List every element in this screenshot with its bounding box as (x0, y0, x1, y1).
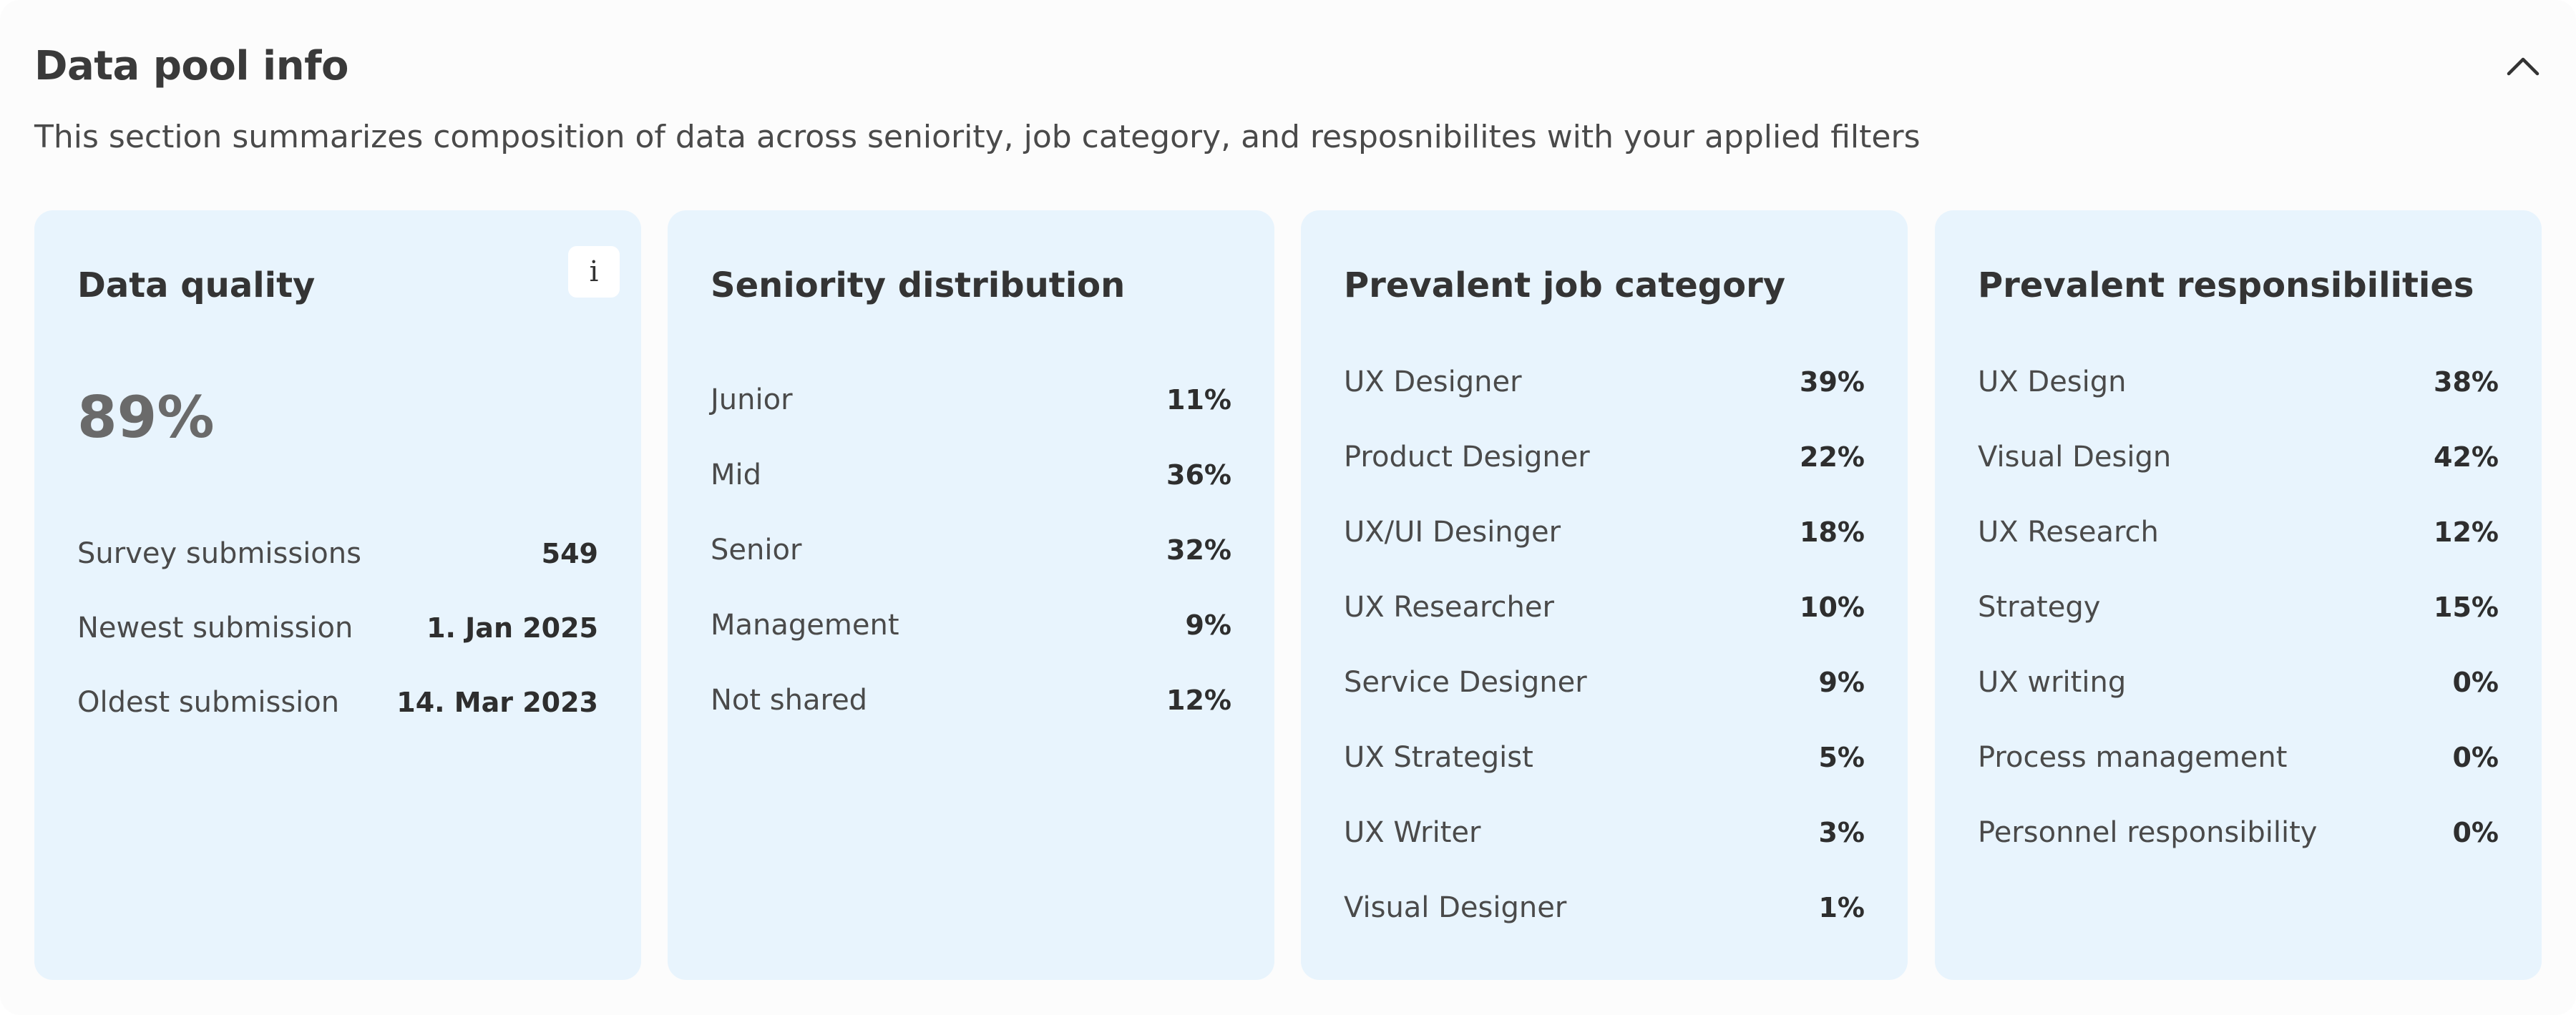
list-item: UX Research 12% (1978, 511, 2499, 554)
item-value: 10% (1800, 592, 1865, 623)
item-label: UX/UI Desinger (1344, 516, 1561, 549)
item-value: 22% (1800, 441, 1865, 473)
stat-value: 1. Jan 2025 (426, 612, 598, 644)
item-label: Senior (711, 534, 802, 567)
item-label: UX Research (1978, 516, 2159, 549)
item-label: UX Strategist (1344, 741, 1533, 774)
item-value: 32% (1166, 534, 1231, 566)
card-title: Data quality (77, 265, 316, 305)
item-label: Not shared (711, 684, 868, 717)
list-item: Management 9% (711, 604, 1231, 647)
stat-row: Oldest submission 14. Mar 2023 (77, 681, 598, 724)
seniority-card: Seniority distribution Junior 11% Mid 36… (668, 210, 1274, 980)
stat-row: Survey submissions 549 (77, 532, 598, 575)
item-value: 11% (1166, 384, 1231, 416)
list-item: UX/UI Desinger 18% (1344, 511, 1865, 554)
item-label: Strategy (1978, 591, 2101, 624)
data-quality-card: Data quality i 89% Survey submissions 54… (34, 210, 641, 980)
item-label: Product Designer (1344, 441, 1590, 474)
item-value: 9% (1818, 667, 1865, 698)
item-value: 15% (2434, 592, 2499, 623)
item-label: Mid (711, 459, 762, 491)
item-label: Process management (1978, 741, 2288, 774)
card-title: Seniority distribution (711, 265, 1126, 305)
stat-row: Newest submission 1. Jan 2025 (77, 607, 598, 649)
item-label: UX writing (1978, 666, 2127, 699)
list-item: UX Writer 3% (1344, 811, 1865, 854)
item-label: UX Design (1978, 366, 2127, 398)
item-value: 3% (1818, 817, 1865, 848)
list-item: Product Designer 22% (1344, 436, 1865, 479)
summary-cards: Data quality i 89% Survey submissions 54… (34, 210, 2542, 980)
item-value: 12% (1166, 685, 1231, 716)
item-value: 38% (2434, 366, 2499, 398)
list-item: UX Design 38% (1978, 361, 2499, 403)
item-value: 5% (1818, 742, 1865, 773)
item-label: UX Researcher (1344, 591, 1554, 624)
item-label: Personnel responsibility (1978, 816, 2318, 849)
stat-label: Survey submissions (77, 537, 361, 570)
list-item: Service Designer 9% (1344, 661, 1865, 704)
stat-value: 14. Mar 2023 (396, 687, 598, 718)
item-label: Service Designer (1344, 666, 1587, 699)
item-label: Visual Design (1978, 441, 2172, 474)
item-label: Visual Designer (1344, 891, 1567, 924)
chevron-up-icon (2507, 56, 2540, 79)
item-value: 9% (1185, 609, 1231, 641)
item-value: 42% (2434, 441, 2499, 473)
data-quality-score: 89% (77, 384, 215, 451)
stat-value: 549 (541, 538, 598, 569)
item-label: UX Designer (1344, 366, 1522, 398)
item-value: 1% (1818, 892, 1865, 923)
item-value: 12% (2434, 516, 2499, 548)
item-label: UX Writer (1344, 816, 1481, 849)
item-value: 0% (2452, 817, 2499, 848)
list-item: Senior 32% (711, 529, 1231, 572)
responsibilities-card: Prevalent responsibilities UX Design 38%… (1935, 210, 2542, 980)
item-value: 39% (1800, 366, 1865, 398)
item-value: 0% (2452, 667, 2499, 698)
section-subtitle: This section summarizes composition of d… (34, 119, 1921, 155)
list-item: Visual Design 42% (1978, 436, 2499, 479)
list-item: Junior 11% (711, 378, 1231, 421)
list-item: Mid 36% (711, 453, 1231, 496)
stat-label: Oldest submission (77, 686, 340, 719)
item-label: Management (711, 609, 899, 642)
card-title: Prevalent job category (1344, 265, 1786, 305)
section-title: Data pool info (34, 43, 348, 89)
list-item: UX Researcher 10% (1344, 586, 1865, 629)
info-button[interactable]: i (568, 246, 620, 298)
list-item: Process management 0% (1978, 736, 2499, 779)
list-item: UX Strategist 5% (1344, 736, 1865, 779)
stat-label: Newest submission (77, 612, 353, 644)
item-value: 18% (1800, 516, 1865, 548)
info-icon: i (589, 255, 599, 288)
item-value: 0% (2452, 742, 2499, 773)
list-item: Strategy 15% (1978, 586, 2499, 629)
item-label: Junior (711, 383, 793, 416)
list-item: Personnel responsibility 0% (1978, 811, 2499, 854)
list-item: UX writing 0% (1978, 661, 2499, 704)
job-category-card: Prevalent job category UX Designer 39% P… (1301, 210, 1908, 980)
list-item: Not shared 12% (711, 679, 1231, 722)
list-item: UX Designer 39% (1344, 361, 1865, 403)
list-item: Visual Designer 1% (1344, 886, 1865, 929)
collapse-button[interactable] (2494, 40, 2552, 94)
item-value: 36% (1166, 459, 1231, 491)
card-title: Prevalent responsibilities (1978, 265, 2474, 305)
